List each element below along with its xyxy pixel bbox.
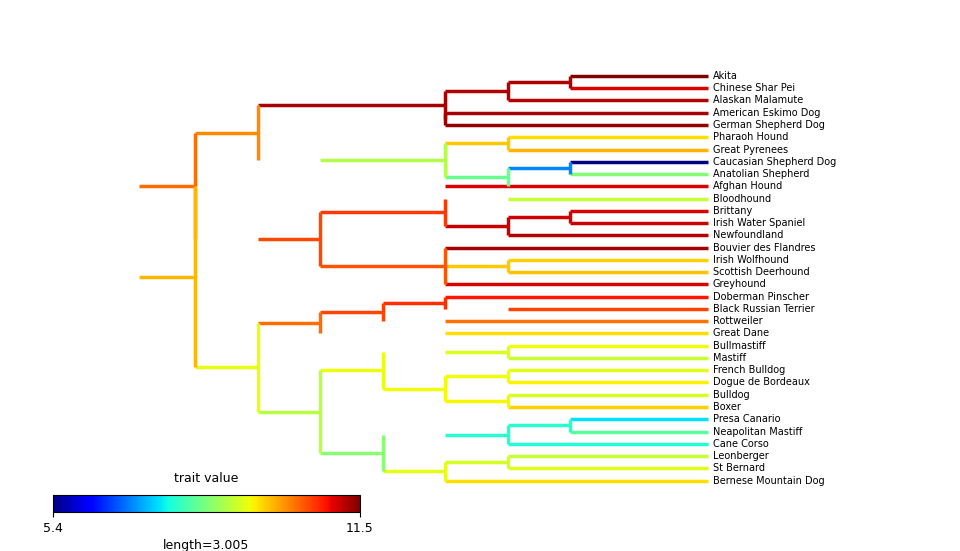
Text: Chinese Shar Pei: Chinese Shar Pei	[712, 83, 795, 93]
Text: Akita: Akita	[712, 71, 737, 81]
Text: Bulldog: Bulldog	[712, 390, 750, 399]
Text: Bernese Mountain Dog: Bernese Mountain Dog	[712, 476, 825, 485]
Text: Presa Canario: Presa Canario	[712, 414, 780, 424]
Text: length=3.005: length=3.005	[163, 539, 250, 551]
Text: Boxer: Boxer	[712, 402, 740, 412]
Text: Neapolitan Mastiff: Neapolitan Mastiff	[712, 426, 802, 436]
Text: Mastiff: Mastiff	[712, 353, 746, 363]
Text: Cane Corso: Cane Corso	[712, 439, 768, 449]
Text: Great Dane: Great Dane	[712, 328, 769, 338]
Text: Leonberger: Leonberger	[712, 451, 768, 461]
Text: Brittany: Brittany	[712, 206, 752, 216]
Text: Alaskan Malamute: Alaskan Malamute	[712, 95, 803, 105]
Text: Great Pyrenees: Great Pyrenees	[712, 144, 788, 154]
Text: St Bernard: St Bernard	[712, 463, 765, 473]
Text: Irish Wolfhound: Irish Wolfhound	[712, 255, 788, 265]
Text: Bloodhound: Bloodhound	[712, 193, 771, 203]
Text: Black Russian Terrier: Black Russian Terrier	[712, 304, 814, 314]
Text: Anatolian Shepherd: Anatolian Shepherd	[712, 169, 809, 179]
Text: Scottish Deerhound: Scottish Deerhound	[712, 267, 809, 277]
Text: Greyhound: Greyhound	[712, 279, 766, 289]
Text: Rottweiler: Rottweiler	[712, 316, 762, 326]
Text: American Eskimo Dog: American Eskimo Dog	[712, 107, 820, 118]
Text: Bullmastiff: Bullmastiff	[712, 341, 765, 350]
Text: trait value: trait value	[174, 472, 239, 485]
Text: Caucasian Shepherd Dog: Caucasian Shepherd Dog	[712, 157, 836, 167]
Text: Pharaoh Hound: Pharaoh Hound	[712, 132, 788, 142]
Text: Bouvier des Flandres: Bouvier des Flandres	[712, 242, 815, 252]
Text: German Shepherd Dog: German Shepherd Dog	[712, 120, 825, 130]
Text: French Bulldog: French Bulldog	[712, 365, 785, 375]
Text: Afghan Hound: Afghan Hound	[712, 181, 782, 191]
Text: Newfoundland: Newfoundland	[712, 230, 783, 240]
Text: Irish Water Spaniel: Irish Water Spaniel	[712, 218, 804, 228]
Text: Dogue de Bordeaux: Dogue de Bordeaux	[712, 377, 809, 387]
Text: Doberman Pinscher: Doberman Pinscher	[712, 291, 808, 301]
